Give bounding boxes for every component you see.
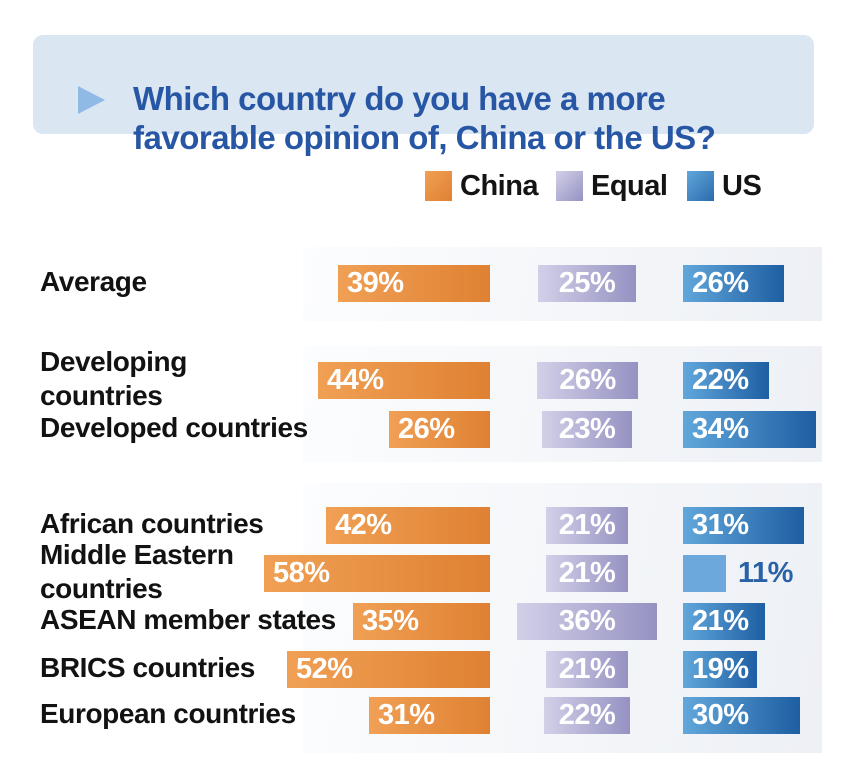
bar-us: 21% [683,603,765,640]
bar-value: 26% [692,267,749,299]
bar-value: 31% [378,699,435,731]
category-label: ASEAN member states [40,603,336,637]
bar-value: 26% [398,413,455,445]
category-label-line: countries [40,380,163,411]
bar-value: 52% [296,653,353,685]
bar-value: 11% [738,557,793,589]
question-header: Which country do you have a more favorab… [33,35,814,156]
bar-china: 35% [353,603,490,640]
bar-value: 21% [558,557,616,589]
legend-item-equal: Equal [556,170,668,202]
bar-equal: 22% [544,697,630,734]
category-label: Developed countries [40,411,308,445]
category-label: European countries [40,697,296,731]
category-label-line: BRICS countries [40,652,255,683]
bar-value: 21% [692,605,749,637]
category-label-line: Developed countries [40,412,308,443]
legend-label-us: US [722,170,762,202]
category-label-line: Middle Eastern [40,539,234,570]
bar-equal: 21% [546,555,628,592]
bar-value: 26% [559,364,616,396]
page-title-line2: favorable opinion of, China or the US? [133,119,716,156]
category-label: Average [40,265,147,299]
bar-value: 22% [558,699,616,731]
bar-value: 58% [273,557,330,589]
bar-value: 36% [558,605,616,637]
bar-china: 31% [369,697,490,734]
bar-us: 30% [683,697,800,734]
china-swatch-icon [425,171,452,201]
bar-equal: 21% [546,651,628,688]
category-label-line: European countries [40,698,296,729]
category-label-line: countries [40,573,163,604]
bar-value: 31% [692,509,749,541]
bar-china: 42% [326,507,490,544]
category-label: Middle Eastern countries [40,538,234,606]
legend-label-equal: Equal [591,170,668,202]
category-label: African countries [40,507,264,541]
bar-value: 25% [558,267,616,299]
bar-equal: 25% [538,265,636,302]
bar-china: 58% [264,555,490,592]
bar-us: 19% [683,651,757,688]
bar-china: 52% [287,651,490,688]
bar-value: 22% [692,364,749,396]
bar-china: 26% [389,411,490,448]
legend-label-china: China [460,170,539,202]
bar-equal: 21% [546,507,628,544]
category-label-line: Developing [40,346,187,377]
category-label: Developing countries [40,345,187,413]
us-swatch-icon [687,171,714,201]
equal-swatch-icon [556,171,583,201]
bar-value: 23% [558,413,616,445]
bar-equal: 26% [537,362,638,399]
page-title: Which country do you have a more favorab… [133,79,833,157]
bar-value: 39% [347,267,404,299]
bar-china: 44% [318,362,490,399]
category-label-line: ASEAN member states [40,604,336,635]
bar-us: 26% [683,265,784,302]
bar-us: 34% [683,411,816,448]
bar-us: 31% [683,507,804,544]
bar-equal: 36% [517,603,657,640]
bar-value: 30% [692,699,749,731]
bar-china: 39% [338,265,490,302]
category-label-line: Average [40,266,147,297]
bar-value: 42% [335,509,392,541]
bar-us: 22% [683,362,769,399]
category-label: BRICS countries [40,651,255,685]
bar-value: 19% [692,653,749,685]
play-triangle-icon [78,86,105,114]
page-title-line1: Which country do you have a more [133,80,666,117]
category-label-line: African countries [40,508,264,539]
bar-us [683,555,726,592]
bar-value: 35% [362,605,419,637]
bar-equal: 23% [542,411,632,448]
bar-value: 44% [327,364,384,396]
bar-value: 34% [692,413,749,445]
bar-value: 21% [558,509,616,541]
legend-item-china: China [425,170,539,202]
bar-value: 21% [558,653,616,685]
legend-item-us: US [687,170,762,202]
